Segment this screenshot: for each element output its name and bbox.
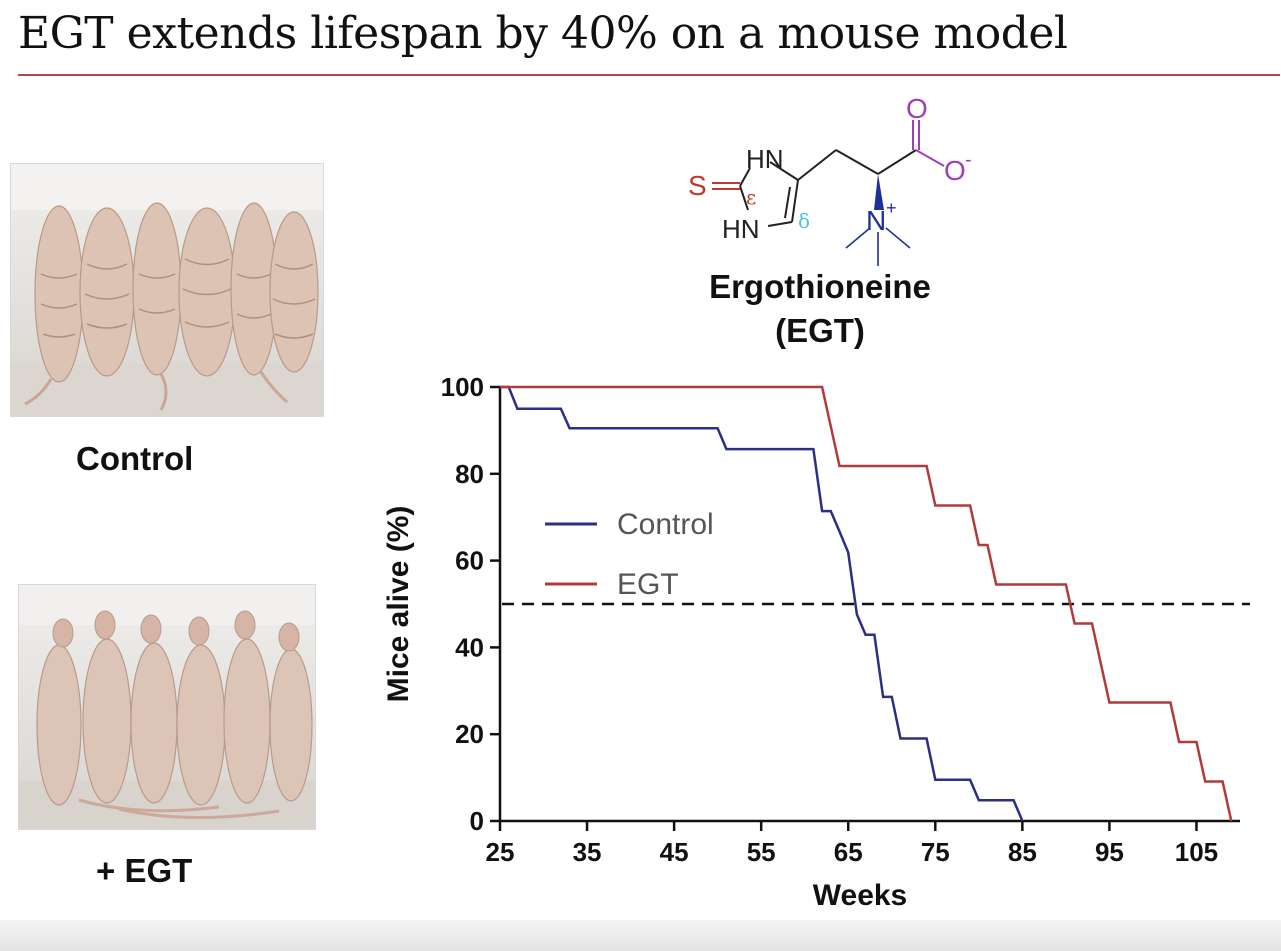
x-tick-label: 35 xyxy=(573,837,602,867)
survival-chart: 0 20 40 60 80 100 25 35 45 55 65 75 85 95 105 Weeks Mice… xyxy=(382,372,1250,912)
y-tick-label: 40 xyxy=(455,632,484,662)
ergothioneine-structure: HN HN S ε δ N + O O - xyxy=(688,93,972,266)
molecule-abbrev: (EGT) xyxy=(775,312,865,349)
bottom-bar xyxy=(0,920,1281,951)
wedge-bond xyxy=(874,174,884,210)
nitrogen-label: N xyxy=(866,205,886,236)
series-line-control xyxy=(500,385,1024,822)
oxygen-right-label: O xyxy=(944,155,966,186)
hn-top-label: HN xyxy=(746,144,784,174)
y-tick-label: 20 xyxy=(455,719,484,749)
minus-label: - xyxy=(965,149,972,171)
y-tick-label: 0 xyxy=(470,806,484,836)
epsilon-label: ε xyxy=(746,185,756,209)
y-tick-label: 80 xyxy=(455,459,484,489)
ring-bond xyxy=(739,167,751,187)
y-tick-label: 60 xyxy=(455,546,484,576)
legend-label-egt: EGT xyxy=(617,568,679,601)
ring-bond xyxy=(767,221,793,227)
x-tick-label: 55 xyxy=(747,837,776,867)
egt-caption: + EGT xyxy=(96,852,193,889)
chain-bond xyxy=(877,149,917,175)
ring-bond xyxy=(769,161,799,181)
x-tick-label: 95 xyxy=(1095,837,1124,867)
x-tick-label: 105 xyxy=(1175,837,1218,867)
title-divider xyxy=(18,74,1280,76)
x-tick-label: 85 xyxy=(1008,837,1037,867)
y-tick-label: 100 xyxy=(441,372,484,402)
sulfur-label: S xyxy=(688,170,707,201)
chain-bond xyxy=(835,149,879,175)
x-tick-label: 65 xyxy=(834,837,863,867)
carboxylate-bond xyxy=(915,149,945,167)
delta-label: δ xyxy=(798,209,810,233)
y-axis-label: Mice alive (%) xyxy=(382,506,415,703)
methyl-bond xyxy=(885,227,911,249)
molecule-name: Ergothioneine xyxy=(709,268,931,305)
slide-title: EGT extends lifespan by 40% on a mouse m… xyxy=(18,8,1068,59)
ring-bond xyxy=(739,185,749,211)
x-tick-label: 45 xyxy=(660,837,689,867)
x-axis-label: Weeks xyxy=(813,879,908,912)
plus-label: + xyxy=(886,198,897,218)
egt-mice-photo xyxy=(18,584,316,830)
x-tick-label: 25 xyxy=(486,837,515,867)
hn-bottom-label: HN xyxy=(722,214,760,244)
control-mice-photo xyxy=(10,163,324,417)
x-tick-label: 75 xyxy=(921,837,950,867)
ring-bond xyxy=(791,179,799,223)
series-line-egt xyxy=(500,385,1233,822)
oxygen-top-label: O xyxy=(906,93,928,124)
legend-label-control: Control xyxy=(617,508,714,541)
chain-bond xyxy=(797,149,837,181)
methyl-bond xyxy=(845,227,871,249)
ring-bond xyxy=(784,186,791,219)
control-caption: Control xyxy=(76,440,194,477)
